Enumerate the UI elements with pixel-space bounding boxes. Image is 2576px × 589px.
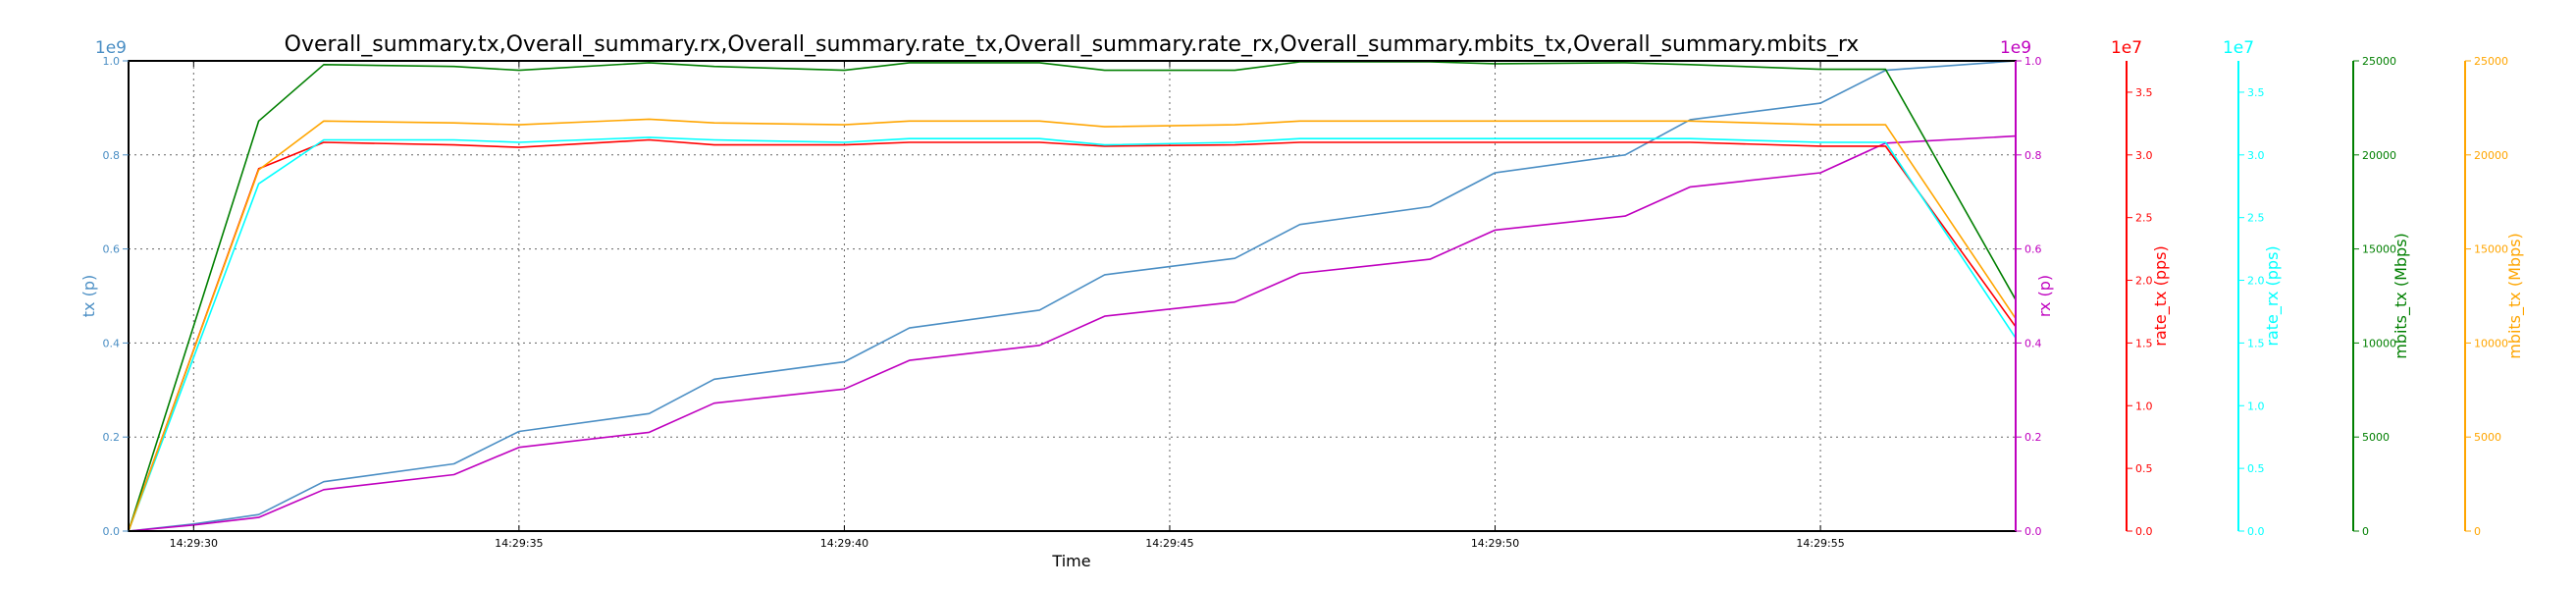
y-axes: 0.00.20.40.60.81.0tx (p)1e90.00.20.40.60… [79,38,2525,538]
series-line-mbits_tx [128,61,2017,532]
y-tick-label: 20000 [2362,149,2396,162]
x-tick-label: 14:29:55 [1796,537,1844,550]
y-tick-label: 5000 [2362,431,2390,444]
y-tick-label: 3.0 [2247,149,2265,162]
y-tick-label: 0 [2474,525,2481,538]
y-tick-label: 0.6 [2024,243,2042,256]
y-tick-label: 0.2 [2024,431,2042,444]
y-axis-label-mbits_rx: mbits_tx (Mbps) [2505,233,2525,359]
y-tick-label: 25000 [2362,55,2396,68]
y-tick-label: 0.2 [103,431,121,444]
y-axis-rate_rx: 0.0 0.5 1.0 1.5 2.0 2.5 3.0 3.5 rate_rx (pps) 1e7 [2223,38,2283,538]
y-axis-offset-tx: 1e9 [95,38,127,58]
y-axis-label-tx: tx (p) [79,275,98,317]
y-axis-label-mbits_tx: mbits_tx (Mbps) [2392,233,2411,359]
y-tick-label: 25000 [2474,55,2508,68]
y-axis-rate_tx: 0.0 0.5 1.0 1.5 2.0 2.5 3.0 3.5 rate_tx (pps) 1e7 [2111,38,2171,538]
y-axis-offset-rate_tx: 1e7 [2111,38,2142,58]
y-axis-offset-rx: 1e9 [2000,38,2031,58]
y-tick-label: 0.8 [2024,149,2042,162]
grid [129,61,2016,531]
y-tick-label: 20000 [2474,149,2508,162]
chart-title: Overall_summary.tx,Overall_summary.rx,Ov… [285,32,1860,57]
y-axis-offset-rate_rx: 1e7 [2223,38,2254,58]
y-axis-tx: 0.0 0.2 0.4 0.6 0.8 1.0 tx (p) 1e9 [79,38,129,538]
y-axis-label-rate_tx: rate_tx (pps) [2151,245,2171,346]
y-tick-label: 1.0 [2135,400,2153,412]
y-axis-mbits_rx: 0 5000 10000 15000 20000 25000 mbits_tx (Mbps) [2464,55,2525,538]
series-group [128,60,2017,532]
y-tick-label: 0.0 [2024,525,2042,538]
y-tick-label: 10000 [2474,337,2508,349]
series-line-mbits_rx [128,118,2017,532]
y-tick-label: 0.5 [2135,462,2153,475]
y-tick-label: 3.5 [2247,86,2265,99]
y-tick-label: 0.5 [2247,462,2265,475]
y-tick-label: 10000 [2362,337,2396,349]
y-tick-label: 1.5 [2135,337,2153,349]
x-tick-label: 14:29:45 [1145,537,1193,550]
y-axis-label-rate_rx: rate_rx (pps) [2263,245,2283,346]
y-axis-rx: 0.0 0.2 0.4 0.6 0.8 1.0 rx (p) 1e9 [2000,38,2054,538]
y-tick-label: 0.4 [2024,337,2042,349]
y-tick-label: 2.0 [2247,275,2265,288]
x-tick-label: 14:29:35 [495,537,543,550]
y-tick-label: 0.0 [2247,525,2265,538]
y-tick-label: 1.0 [2024,55,2042,68]
y-axis-mbits_tx: 0 5000 10000 15000 20000 25000 mbits_tx (Mbps) [2352,55,2411,538]
y-tick-label: 15000 [2474,243,2508,256]
y-tick-label: 0 [2362,525,2369,538]
y-tick-label: 1.0 [2247,400,2265,412]
y-tick-label: 0.0 [2135,525,2153,538]
y-tick-label: 2.5 [2135,212,2153,225]
x-axis-label: Time [1051,552,1090,570]
series-line-tx [128,60,2017,532]
y-tick-label: 1.5 [2247,337,2265,349]
x-tick-label: 14:29:30 [170,537,218,550]
y-tick-label: 1.0 [103,55,121,68]
y-tick-label: 5000 [2474,431,2501,444]
y-tick-label: 0.6 [103,243,121,256]
y-tick-label: 0.8 [103,149,121,162]
series-line-rx [128,134,2017,532]
y-axis-label-rx: rx (p) [2035,275,2054,317]
x-tick-label: 14:29:40 [820,537,868,550]
y-tick-label: 0.0 [103,525,121,538]
y-tick-label: 3.0 [2135,149,2153,162]
series-line-rate_tx [128,138,2017,532]
series-line-rate_rx [128,136,2017,532]
x-axis: 14:29:30 14:29:35 14:29:40 14:29:45 14:29:50… [170,61,1845,550]
y-tick-label: 15000 [2362,243,2396,256]
y-tick-label: 3.5 [2135,86,2153,99]
y-tick-label: 2.5 [2247,212,2265,225]
x-tick-label: 14:29:50 [1471,537,1519,550]
y-tick-label: 2.0 [2135,275,2153,288]
y-tick-label: 0.4 [103,337,121,349]
